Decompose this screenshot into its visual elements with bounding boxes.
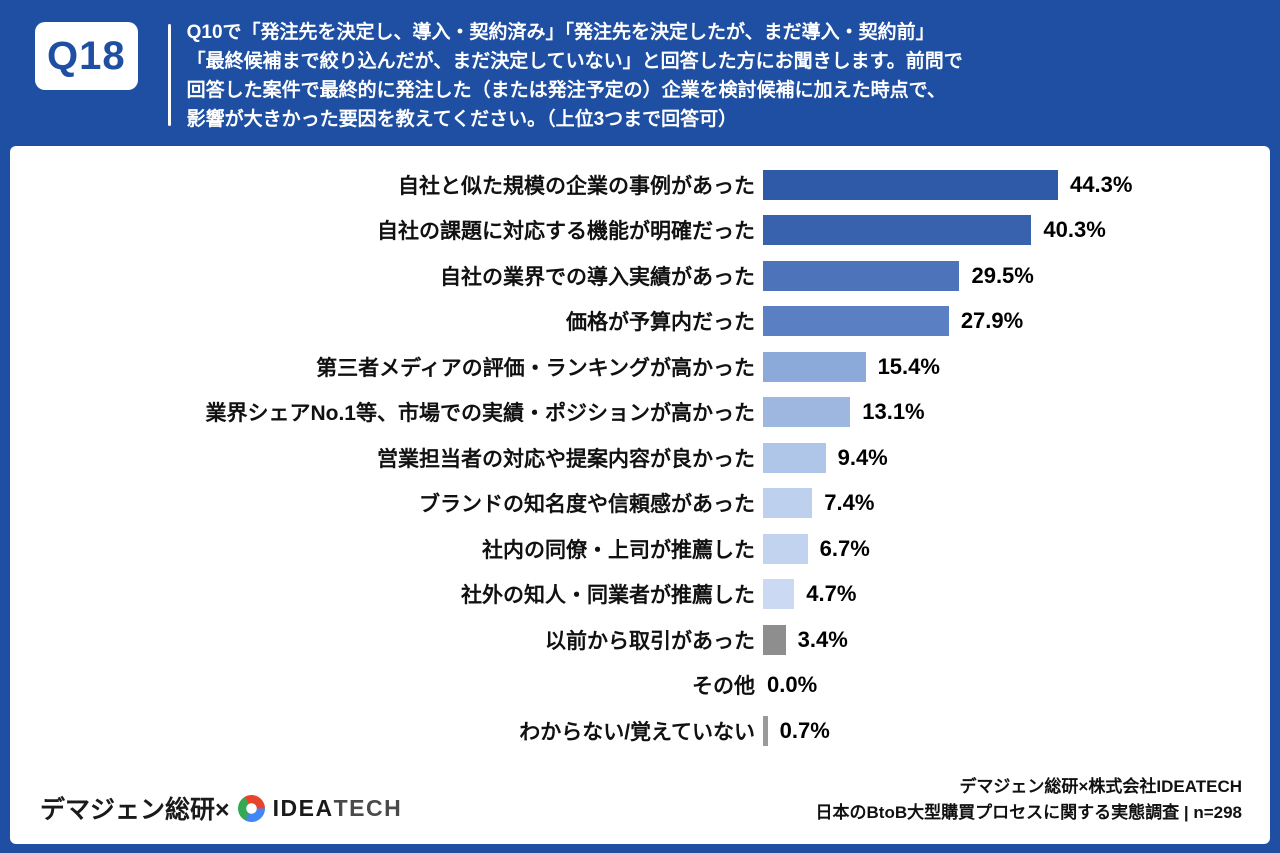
value-label: 6.7%: [819, 535, 870, 561]
bar: [763, 624, 786, 655]
chart-row: 自社の課題に対応する機能が明確だった 40.3%: [10, 208, 1270, 254]
chart-row: ブランドの知名度や信頼感があった 7.4%: [10, 481, 1270, 527]
category-label: 社内の同僚・上司が推薦した: [482, 538, 755, 562]
chart-row: わからない/覚えていない 0.7%: [10, 708, 1270, 754]
chart-panel: 自社と似た規模の企業の事例があった 44.3% 自社の課題に対応する機能が明確だった…: [10, 146, 1270, 844]
category-label: 自社の課題に対応する機能が明確だった: [377, 220, 755, 244]
question-line: 影響が大きかった要因を教えてください。（上位3つまで回答可）: [186, 109, 738, 130]
question-text: Q10で「発注先を決定し、導入・契約済み」「発注先を決定したが、まだ導入・契約前…: [187, 16, 963, 134]
source-note: デマジェン総研×株式会社IDEATECH 日本のBtoB大型購買プロセスに関する…: [816, 774, 1242, 826]
brand-text: デマジェン総研×: [40, 796, 230, 824]
chart-row: 社外の知人・同業者が推薦した 4.7%: [10, 572, 1270, 618]
category-label: ブランドの知名度や信頼感があった: [419, 493, 755, 517]
value-label: 15.4%: [877, 353, 940, 379]
source-line-2: 日本のBtoB大型購買プロセスに関する実態調査 | n=298: [815, 803, 1242, 822]
category-label: 以前から取引があった: [545, 629, 755, 653]
value-label: 7.4%: [824, 490, 875, 516]
value-label: 29.5%: [971, 262, 1034, 288]
footer-brand: デマジェン総研× IDEATECH: [40, 790, 402, 826]
category-label: 営業担当者の対応や提案内容が良かった: [377, 447, 755, 471]
chart-row: 以前から取引があった 3.4%: [10, 617, 1270, 663]
question-line: 回答した案件で最終的に発注した（または発注予定の）企業を検討候補に加えた時点で、: [186, 80, 946, 101]
category-label: 第三者メディアの評価・ランキングが高かった: [316, 356, 755, 380]
bar: [763, 579, 795, 610]
ideatech-logo-icon: [237, 794, 265, 822]
chart-row: その他 0.0%: [10, 663, 1270, 709]
value-label: 0.7%: [779, 717, 830, 743]
bar: [763, 351, 866, 382]
value-label: 3.4%: [797, 626, 848, 652]
bar: [763, 488, 813, 519]
logo-wordmark: IDEATECH: [273, 795, 403, 822]
bar: [763, 215, 1032, 246]
chart-row: 価格が予算内だった 27.9%: [10, 299, 1270, 345]
chart-row: 自社と似た規模の企業の事例があった 44.3%: [10, 162, 1270, 208]
bar: [763, 442, 826, 473]
value-label: 40.3%: [1043, 217, 1106, 243]
category-label: 自社の業界での導入実績があった: [440, 265, 755, 289]
footer: デマジェン総研× IDEATECH デマジェン総研×株式会社IDEATECH 日…: [10, 774, 1270, 834]
value-label: 0.0%: [767, 672, 818, 698]
header: Q18 Q10で「発注先を決定し、導入・契約済み」「発注先を決定したが、まだ導入…: [0, 0, 1280, 146]
logo-idea: IDEA: [272, 794, 334, 821]
value-label: 9.4%: [837, 444, 888, 470]
bar: [763, 169, 1059, 200]
value-label: 44.3%: [1070, 171, 1133, 197]
chart-rows: 自社と似た規模の企業の事例があった 44.3% 自社の課題に対応する機能が明確だった…: [10, 162, 1270, 754]
value-label: 4.7%: [806, 581, 857, 607]
bar: [763, 397, 851, 428]
chart-row: 業界シェアNo.1等、市場での実績・ポジションが高かった 13.1%: [10, 390, 1270, 436]
question-line: 「最終候補まで絞り込んだが、まだ決定していない」と回答した方にお聞きします。前問…: [186, 51, 963, 72]
question-badge: Q18: [35, 22, 138, 90]
chart-row: 営業担当者の対応や提案内容が良かった 9.4%: [10, 435, 1270, 481]
chart-row: 社内の同僚・上司が推薦した 6.7%: [10, 526, 1270, 572]
header-divider: [167, 24, 171, 126]
value-label: 27.9%: [960, 308, 1024, 334]
chart-row: 自社の業界での導入実績があった 29.5%: [10, 253, 1270, 299]
category-label: 自社と似た規模の企業の事例があった: [398, 174, 755, 198]
value-label: 13.1%: [862, 399, 925, 425]
source-line-1: デマジェン総研×株式会社IDEATECH: [959, 777, 1242, 796]
category-label: 社外の知人・同業者が推薦した: [461, 584, 755, 608]
logo-tech: TECH: [333, 794, 403, 821]
question-line: Q10で「発注先を決定し、導入・契約済み」「発注先を決定したが、まだ導入・契約前…: [186, 22, 935, 43]
bar: [763, 306, 949, 337]
bar: [763, 260, 960, 291]
bar: [763, 533, 808, 564]
category-label: わからない/覚えていない: [519, 720, 755, 744]
category-label: 業界シェアNo.1等、市場での実績・ポジションが高かった: [205, 402, 755, 426]
category-label: 価格が予算内だった: [566, 311, 755, 335]
chart-row: 第三者メディアの評価・ランキングが高かった 15.4%: [10, 344, 1270, 390]
category-label: その他: [692, 675, 755, 699]
bar: [763, 715, 768, 746]
